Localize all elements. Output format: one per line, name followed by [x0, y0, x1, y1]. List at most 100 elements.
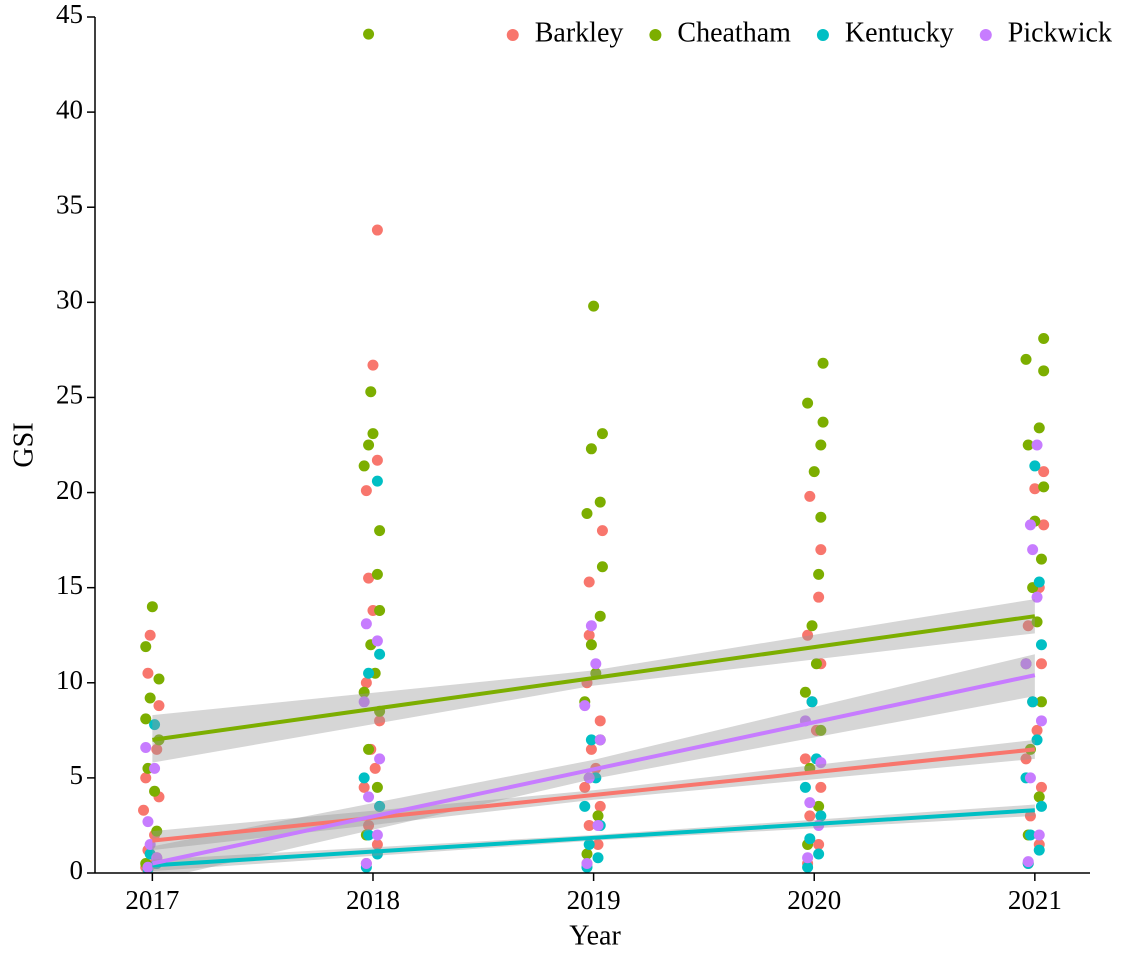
- point: [371, 829, 383, 841]
- point: [594, 715, 606, 727]
- point: [371, 454, 383, 466]
- point: [817, 416, 829, 428]
- fit-line: [151, 673, 1036, 866]
- point: [1027, 696, 1039, 708]
- point: [374, 604, 386, 616]
- point: [374, 715, 386, 727]
- point: [583, 819, 595, 831]
- point: [813, 838, 825, 850]
- point: [583, 576, 595, 588]
- point: [371, 838, 383, 850]
- point: [815, 781, 827, 793]
- y-tick-label: 30: [56, 285, 83, 315]
- point: [583, 838, 595, 850]
- legend-item: Barkley: [506, 17, 623, 48]
- y-tick-label: 5: [70, 760, 84, 790]
- point: [579, 700, 591, 712]
- point: [1024, 519, 1036, 531]
- point: [581, 857, 593, 869]
- point: [149, 762, 161, 774]
- point: [1031, 591, 1043, 603]
- point: [146, 601, 158, 613]
- point: [151, 743, 163, 755]
- point: [596, 561, 608, 573]
- point: [804, 490, 816, 502]
- point: [579, 781, 591, 793]
- point: [804, 797, 816, 809]
- point: [585, 620, 597, 632]
- point: [360, 485, 372, 497]
- y-axis-title: GSI: [8, 422, 39, 467]
- point: [585, 639, 597, 651]
- point: [1035, 696, 1047, 708]
- point: [579, 800, 591, 812]
- point: [1020, 658, 1032, 670]
- legend-swatch: [506, 29, 519, 41]
- point: [581, 507, 593, 519]
- point: [374, 648, 386, 660]
- point: [371, 224, 383, 236]
- legend-swatch: [816, 29, 829, 41]
- point: [804, 810, 816, 822]
- point: [371, 781, 383, 793]
- point: [815, 544, 827, 556]
- point: [583, 629, 595, 641]
- point: [1020, 753, 1032, 765]
- fit-line: [152, 614, 1036, 742]
- point: [144, 629, 156, 641]
- point: [817, 357, 829, 369]
- point: [1038, 332, 1050, 344]
- point: [585, 743, 597, 755]
- point: [1029, 483, 1041, 495]
- point: [358, 696, 370, 708]
- y-tick-label: 0: [70, 855, 84, 885]
- point: [1035, 800, 1047, 812]
- point: [799, 781, 811, 793]
- point: [813, 848, 825, 860]
- point: [363, 743, 375, 755]
- point: [815, 724, 827, 736]
- point: [592, 810, 604, 822]
- point: [590, 658, 602, 670]
- point: [583, 772, 595, 784]
- y-tick-label: 40: [56, 94, 83, 124]
- point: [153, 700, 165, 712]
- fit-layer: [151, 599, 1036, 873]
- point: [358, 781, 370, 793]
- point: [1024, 772, 1036, 784]
- legend-label: Pickwick: [1008, 17, 1112, 48]
- point: [596, 525, 608, 537]
- point: [1020, 353, 1032, 365]
- point: [1022, 620, 1034, 632]
- fit-line: [152, 747, 1036, 843]
- x-tick-label: 2020: [787, 885, 841, 915]
- point: [1038, 519, 1050, 531]
- point: [585, 443, 597, 455]
- point: [140, 741, 152, 753]
- legend-item: Kentucky: [816, 17, 954, 48]
- point: [815, 511, 827, 523]
- point: [804, 833, 816, 845]
- y-tick-label: 15: [56, 570, 83, 600]
- y-tick-label: 35: [56, 189, 83, 219]
- point: [374, 525, 386, 537]
- legend-item: Cheatham: [649, 17, 791, 48]
- point: [360, 857, 372, 869]
- y-tick-label: 25: [56, 380, 83, 410]
- point: [1027, 544, 1039, 556]
- point: [1024, 829, 1036, 841]
- point: [806, 696, 818, 708]
- point: [799, 686, 811, 698]
- point: [808, 466, 820, 478]
- point: [810, 658, 822, 670]
- point: [142, 816, 154, 828]
- point: [371, 475, 383, 487]
- point: [363, 439, 375, 451]
- y-tick-label: 20: [56, 475, 83, 505]
- point: [140, 641, 152, 653]
- legend-swatch: [649, 29, 662, 41]
- legend-label: Kentucky: [845, 17, 954, 48]
- point: [1035, 715, 1047, 727]
- point: [360, 618, 372, 630]
